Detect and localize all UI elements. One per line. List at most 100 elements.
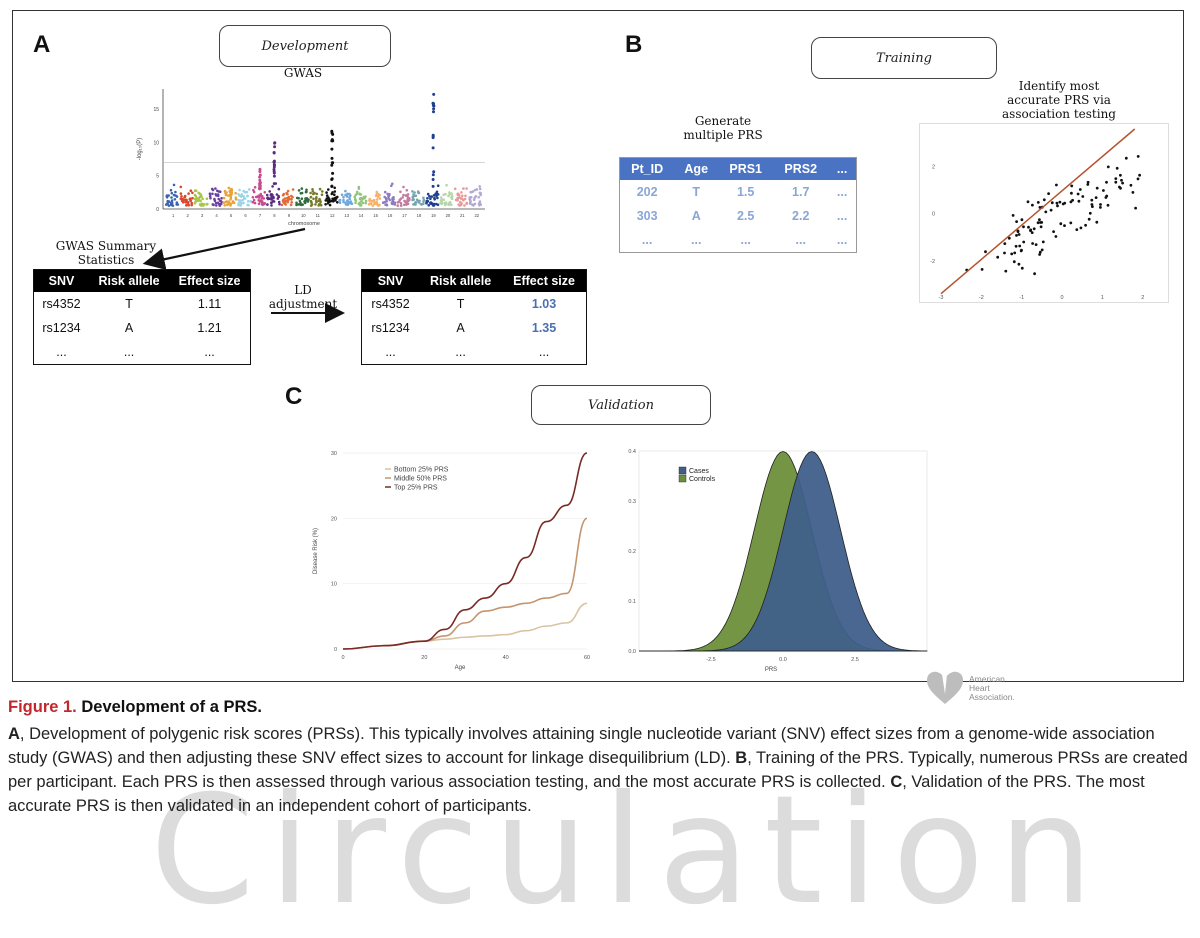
snp-point <box>231 200 235 203</box>
snp-point <box>228 202 231 205</box>
snp-point <box>258 170 262 174</box>
x-tick-label: 0 <box>341 655 344 661</box>
snp-point <box>224 200 228 204</box>
table-cell: T <box>692 185 701 199</box>
snp-point <box>330 185 334 188</box>
scatter-point <box>1032 227 1036 231</box>
x-tick-label: 21 <box>460 213 465 218</box>
snp-point <box>300 197 304 200</box>
column-header: PRS2 <box>773 157 829 180</box>
snp-point <box>172 183 176 187</box>
scatter-point <box>1042 198 1046 202</box>
snp-point <box>216 194 220 198</box>
scatter-point <box>1138 173 1141 177</box>
snp-point <box>277 200 281 204</box>
snp-point <box>287 195 291 199</box>
snp-point <box>272 163 276 167</box>
x-tick-label: 18 <box>417 213 422 218</box>
scatter-point <box>1036 221 1040 225</box>
table-cell: 2.2 <box>792 209 810 223</box>
snp-point <box>448 191 451 194</box>
snp-point <box>314 203 317 206</box>
snp-point <box>478 191 482 195</box>
snp-point <box>191 191 194 195</box>
scatter-point <box>1094 196 1098 199</box>
scatter-point <box>1114 180 1118 184</box>
snp-point <box>174 190 177 194</box>
snp-point <box>277 194 280 198</box>
snp-point <box>456 198 459 202</box>
snp-point <box>170 196 173 199</box>
snp-point <box>175 201 179 204</box>
snp-point <box>450 203 453 207</box>
snp-point <box>313 191 316 195</box>
snp-point <box>225 191 228 194</box>
scatter-point <box>1136 155 1140 158</box>
table-cell: ... <box>455 345 466 359</box>
scatter-point <box>1049 208 1053 212</box>
snp-point <box>246 200 250 203</box>
table-cell: ... <box>836 209 848 223</box>
x-tick-label: 12 <box>330 213 335 218</box>
snp-point <box>444 202 448 205</box>
snp-point <box>222 201 226 204</box>
snp-point <box>273 145 277 149</box>
table-cell: 303 <box>636 209 658 223</box>
snp-point <box>431 184 435 188</box>
table-header-row: SNV Risk allele Effect size <box>361 269 587 292</box>
logo-line: American <box>969 673 1005 684</box>
x-tick-label: 3 <box>201 213 204 218</box>
snp-point <box>183 195 186 199</box>
snp-point <box>436 193 440 196</box>
table-cell: A <box>456 321 465 335</box>
snp-point <box>243 197 247 200</box>
snp-point <box>439 201 442 205</box>
snp-point <box>383 200 386 204</box>
snp-point <box>431 146 435 150</box>
snp-point <box>223 204 226 207</box>
snp-point <box>211 203 215 206</box>
snp-point <box>213 197 216 201</box>
snp-point <box>461 194 464 198</box>
x-tick-label: 1 <box>172 213 175 218</box>
snp-point <box>460 191 463 194</box>
snp-point <box>227 200 230 203</box>
panel-a-letter: A <box>33 31 51 58</box>
snp-point <box>311 190 315 193</box>
scatter-point <box>1020 218 1024 222</box>
association-scatter-plot: -3 -2 -1 0 1 2 -2 0 2 <box>919 123 1169 303</box>
scatter-point <box>1038 250 1042 254</box>
table-cell: ... <box>836 233 848 247</box>
snp-point <box>227 186 231 190</box>
scatter-point <box>1027 225 1030 229</box>
snp-point <box>272 200 276 203</box>
legend-swatch <box>678 474 687 483</box>
snp-point <box>479 203 483 206</box>
snp-point <box>462 187 465 190</box>
snp-point <box>426 197 429 200</box>
table-row: ... ... ... <box>34 340 251 365</box>
scatter-point <box>1054 235 1058 238</box>
snp-point <box>345 195 349 198</box>
scatter-point <box>1041 240 1045 244</box>
y-tick-label: 0 <box>156 207 159 213</box>
snp-point <box>331 161 335 165</box>
table-cell: ... <box>641 233 653 247</box>
snp-point <box>376 204 380 207</box>
snp-point <box>478 185 482 188</box>
table-row: ... ... ... <box>362 340 587 365</box>
snp-point <box>183 198 187 202</box>
snp-point <box>208 192 212 195</box>
column-header: SNV <box>361 269 420 292</box>
table-cell: rs1234 <box>42 321 81 335</box>
snp-point <box>436 203 440 207</box>
snp-point <box>330 147 334 151</box>
snp-point <box>315 192 319 196</box>
scatter-point <box>1033 272 1036 276</box>
snp-point <box>259 192 263 196</box>
snp-point <box>328 198 331 201</box>
snp-point <box>330 178 334 181</box>
scatter-point <box>1084 223 1087 227</box>
table-cell: rs4352 <box>371 297 410 311</box>
validation-stage-label: Validation <box>588 397 654 413</box>
